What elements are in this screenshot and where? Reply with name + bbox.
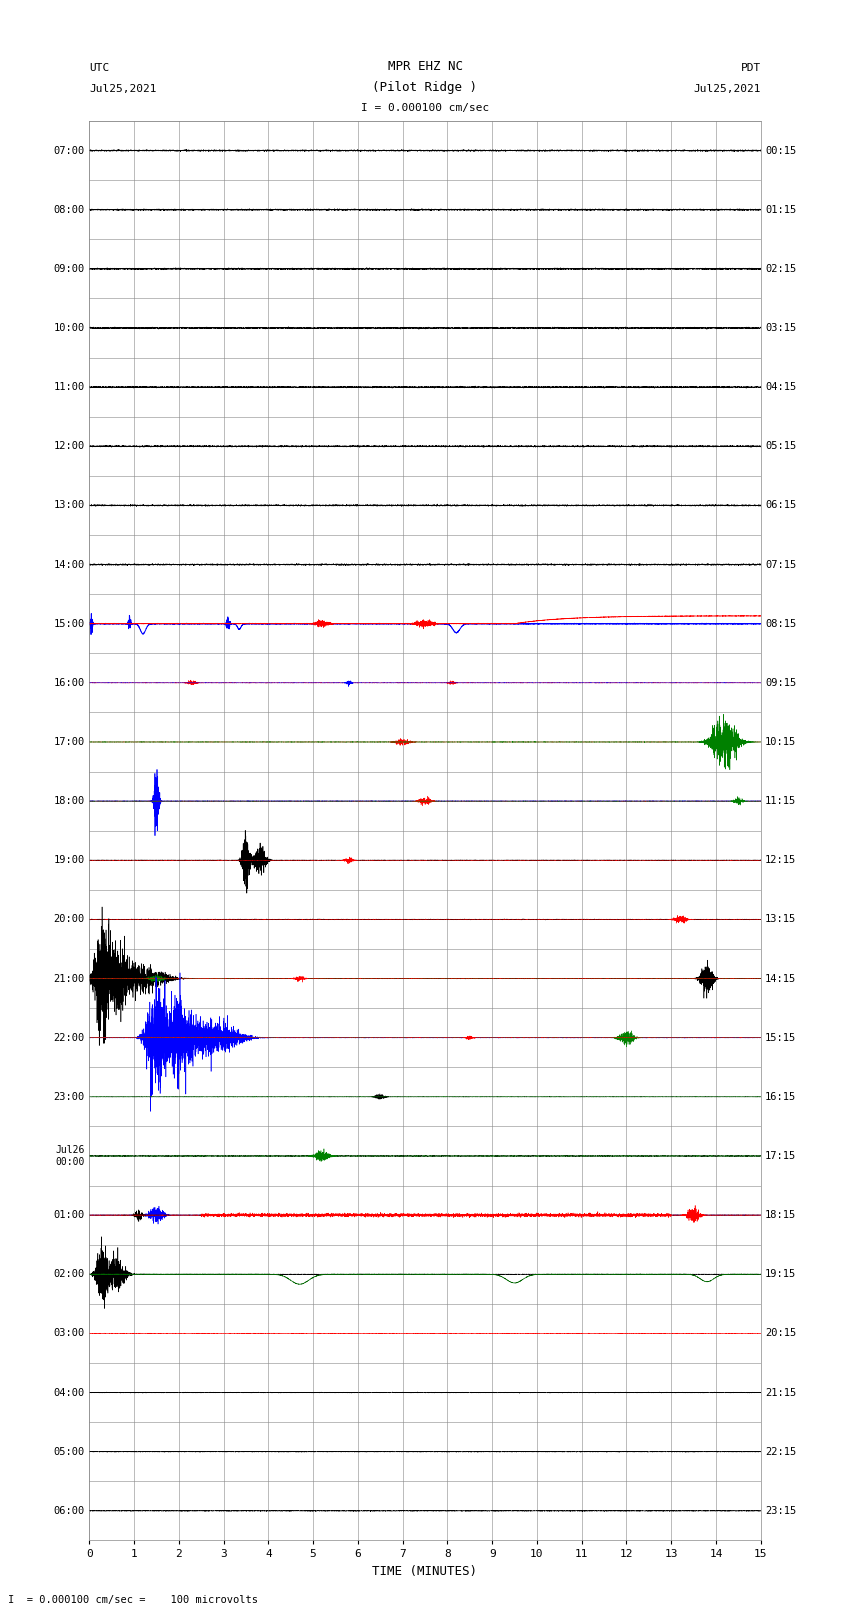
Text: 23:15: 23:15 (765, 1507, 796, 1516)
Text: 13:15: 13:15 (765, 915, 796, 924)
Text: 17:00: 17:00 (54, 737, 85, 747)
Text: 23:00: 23:00 (54, 1092, 85, 1102)
Text: 19:15: 19:15 (765, 1269, 796, 1279)
Text: 04:15: 04:15 (765, 382, 796, 392)
Text: 14:15: 14:15 (765, 974, 796, 984)
Text: 20:00: 20:00 (54, 915, 85, 924)
Text: 16:15: 16:15 (765, 1092, 796, 1102)
Text: 05:15: 05:15 (765, 442, 796, 452)
Text: 01:00: 01:00 (54, 1210, 85, 1219)
Text: 17:15: 17:15 (765, 1152, 796, 1161)
Text: UTC: UTC (89, 63, 110, 73)
X-axis label: TIME (MINUTES): TIME (MINUTES) (372, 1565, 478, 1578)
Text: 18:15: 18:15 (765, 1210, 796, 1219)
Text: 18:00: 18:00 (54, 797, 85, 806)
Text: MPR EHZ NC: MPR EHZ NC (388, 60, 462, 73)
Text: 05:00: 05:00 (54, 1447, 85, 1457)
Text: 10:00: 10:00 (54, 323, 85, 332)
Text: 00:00: 00:00 (55, 1158, 85, 1168)
Text: 15:00: 15:00 (54, 619, 85, 629)
Text: 07:15: 07:15 (765, 560, 796, 569)
Text: 16:00: 16:00 (54, 677, 85, 687)
Text: 22:15: 22:15 (765, 1447, 796, 1457)
Text: 03:15: 03:15 (765, 323, 796, 332)
Text: 00:15: 00:15 (765, 145, 796, 155)
Text: 10:15: 10:15 (765, 737, 796, 747)
Text: Jul26: Jul26 (55, 1145, 85, 1155)
Text: I  = 0.000100 cm/sec =    100 microvolts: I = 0.000100 cm/sec = 100 microvolts (8, 1595, 258, 1605)
Text: 12:15: 12:15 (765, 855, 796, 865)
Text: 21:00: 21:00 (54, 974, 85, 984)
Text: 03:00: 03:00 (54, 1329, 85, 1339)
Text: 13:00: 13:00 (54, 500, 85, 510)
Text: 01:15: 01:15 (765, 205, 796, 215)
Text: Jul25,2021: Jul25,2021 (89, 84, 156, 94)
Text: 04:00: 04:00 (54, 1387, 85, 1397)
Text: 20:15: 20:15 (765, 1329, 796, 1339)
Text: 09:15: 09:15 (765, 677, 796, 687)
Text: 15:15: 15:15 (765, 1032, 796, 1042)
Text: I = 0.000100 cm/sec: I = 0.000100 cm/sec (361, 103, 489, 113)
Text: 07:00: 07:00 (54, 145, 85, 155)
Text: 06:00: 06:00 (54, 1507, 85, 1516)
Text: 09:00: 09:00 (54, 265, 85, 274)
Text: 19:00: 19:00 (54, 855, 85, 865)
Text: 21:15: 21:15 (765, 1387, 796, 1397)
Text: 08:00: 08:00 (54, 205, 85, 215)
Text: 22:00: 22:00 (54, 1032, 85, 1042)
Text: 06:15: 06:15 (765, 500, 796, 510)
Text: PDT: PDT (740, 63, 761, 73)
Text: (Pilot Ridge ): (Pilot Ridge ) (372, 81, 478, 94)
Text: 02:15: 02:15 (765, 265, 796, 274)
Text: 14:00: 14:00 (54, 560, 85, 569)
Text: 08:15: 08:15 (765, 619, 796, 629)
Text: 02:00: 02:00 (54, 1269, 85, 1279)
Text: 12:00: 12:00 (54, 442, 85, 452)
Text: 11:15: 11:15 (765, 797, 796, 806)
Text: 11:00: 11:00 (54, 382, 85, 392)
Text: Jul25,2021: Jul25,2021 (694, 84, 761, 94)
